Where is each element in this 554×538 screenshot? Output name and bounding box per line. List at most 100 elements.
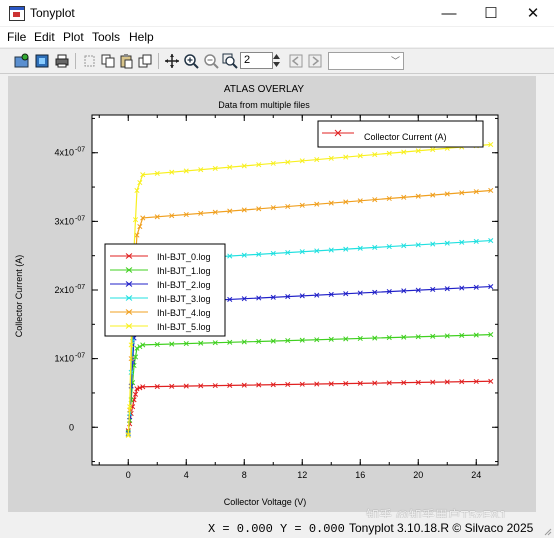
paste-icon[interactable] [118,53,134,69]
menu-file[interactable]: File [7,30,27,44]
series-marker [357,198,363,204]
legend-marker [125,281,133,287]
series-marker [372,244,378,251]
series-marker [285,294,291,300]
series-marker [357,380,363,386]
series-marker [430,379,436,385]
series-marker [386,244,392,250]
series-marker [488,378,494,384]
series-marker [357,290,363,296]
series-marker [444,379,450,385]
load-icon[interactable] [34,53,50,69]
top-legend-marker [334,129,342,137]
series-marker [444,240,450,246]
series-marker [227,253,233,259]
close-button[interactable]: ✕ [526,5,540,22]
series-marker [227,339,233,345]
menu-edit[interactable]: Edit [34,30,55,44]
plot-svg: ATLAS OVERLAY Data from multiple files 0… [14,84,499,507]
copyright-text: Tonyplot 3.10.18.R © Silvaco 2025 [349,521,534,535]
series-marker [386,289,392,295]
series-marker [430,146,436,153]
series-marker [343,154,349,160]
series-marker [137,180,143,186]
series-marker [134,232,140,238]
maximize-button[interactable]: ☐ [484,5,498,22]
pan-icon[interactable] [164,53,180,69]
series-marker [459,332,465,339]
series-marker [444,191,450,197]
open-file-icon[interactable] [14,53,30,69]
legend-label: IhI-BJT_1.log [157,266,211,276]
series-marker [140,342,146,348]
series-marker [343,336,349,342]
x-tick-label: 20 [413,470,423,480]
series-marker [256,295,262,301]
series-marker [183,211,189,218]
copy-icon[interactable] [100,53,116,69]
series-marker [415,379,421,385]
resize-grip[interactable] [542,526,552,536]
print-icon[interactable] [54,53,70,69]
series-marker [386,195,392,202]
series-marker [430,333,436,339]
series-marker [459,239,465,245]
x-tick-label: 12 [297,470,307,480]
series-marker [372,289,378,295]
series-marker [372,380,378,386]
status-bar: X = 0.000 Y = 0.000 Tonyplot 3.10.18.R ©… [0,518,554,538]
legend-marker [125,323,133,329]
series-marker [183,168,189,174]
previous-icon[interactable] [288,53,304,69]
series-marker [140,215,146,221]
zoom-spinner[interactable] [272,52,281,69]
cut-icon[interactable] [82,53,98,69]
series-marker [212,165,218,171]
minimize-button[interactable]: — [441,4,457,22]
series-marker [270,250,276,257]
plot-canvas[interactable]: ATLAS OVERLAY Data from multiple files 0… [8,76,536,512]
series-marker [314,337,320,343]
series-marker [270,205,276,211]
series-marker [401,194,407,200]
series-marker [198,340,204,346]
series-marker [314,248,320,254]
y-tick-exponent: -07 [75,215,85,222]
series-marker [132,391,139,397]
series-marker [415,287,421,293]
legend-marker [125,253,133,259]
y-axis-label: Collector Current (A) [14,255,24,338]
series-marker [169,169,175,175]
series-marker [137,385,143,391]
app-icon [9,6,25,21]
series-marker [227,296,233,302]
series-marker [430,192,436,198]
plot-select-dropdown[interactable]: ﹀ [328,52,404,70]
series-marker [134,187,140,194]
series-marker [241,382,247,388]
zoom-box-icon[interactable] [222,53,238,69]
next-icon[interactable] [307,53,323,69]
menu-help[interactable]: Help [129,30,154,44]
series-marker [488,238,494,244]
zoom-out-icon[interactable] [203,53,219,69]
series-marker [212,383,218,389]
series-marker [169,383,175,389]
zoom-in-icon[interactable] [183,53,199,69]
top-legend-box [317,120,484,148]
series-marker [444,333,450,339]
menu-tools[interactable]: Tools [92,30,121,44]
series-marker [459,379,465,385]
duplicate-icon[interactable] [137,53,153,69]
toolbar-separator [75,53,76,69]
zoom-level-input[interactable]: 2 [240,52,273,69]
title-bar[interactable]: Tonyplot — ☐ ✕ [0,0,554,26]
y-tick-label: 1x10 [54,354,74,364]
series-marker [328,336,334,342]
series-marker [357,335,363,342]
series-marker [372,197,378,203]
menu-plot[interactable]: Plot [63,30,84,44]
series-marker [134,386,140,392]
x-tick-label: 16 [355,470,365,480]
menu-bar: File Edit Plot Tools Help [0,27,554,47]
